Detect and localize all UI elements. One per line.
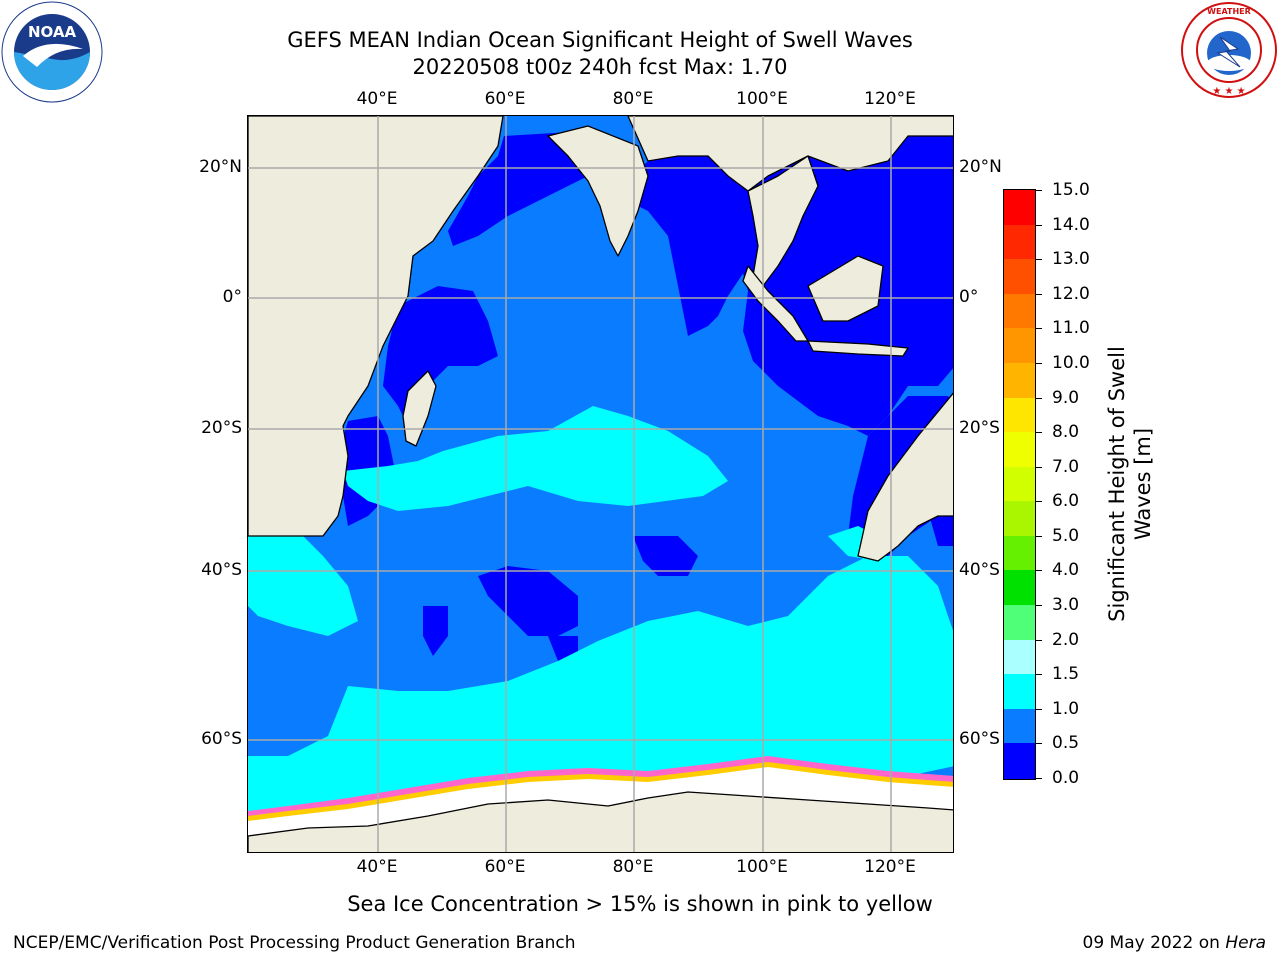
- colorbar-tick: [1036, 466, 1042, 468]
- colorbar-segment: [1004, 708, 1035, 744]
- colorbar-tick: [1036, 328, 1042, 330]
- graticule: [248, 116, 953, 852]
- map-subtitle: 20220508 t00z 240h fcst Max: 1.70: [412, 55, 788, 79]
- colorbar-segment: [1004, 328, 1035, 364]
- colorbar-segment: [1004, 605, 1035, 641]
- lon-tick-label-top: 100°E: [736, 89, 788, 109]
- colorbar-tick: [1036, 639, 1042, 641]
- colorbar-tick-label: 1.0: [1052, 698, 1080, 719]
- colorbar-tick: [1036, 605, 1042, 607]
- colorbar-tick: [1036, 778, 1042, 779]
- colorbar-segment: [1004, 362, 1035, 399]
- lon-tick-label-top: 40°E: [356, 89, 398, 109]
- lat-tick-label-left: 0°: [222, 287, 242, 307]
- lat-tick-label-left: 60°S: [201, 729, 242, 749]
- colorbar-title: Significant Height of Swell Waves [m]: [1105, 346, 1155, 622]
- colorbar-segment: [1004, 397, 1035, 433]
- colorbar-tick: [1036, 397, 1042, 399]
- colorbar-segment: [1004, 466, 1035, 502]
- credit-line: NCEP/EMC/Verification Post Processing Pr…: [13, 933, 576, 953]
- colorbar-tick-label: 14.0: [1052, 214, 1090, 235]
- colorbar-segment: [1004, 432, 1035, 468]
- colorbar-segment: [1004, 259, 1035, 295]
- colorbar-segment: [1004, 535, 1035, 572]
- lon-tick-label-bottom: 120°E: [864, 857, 916, 877]
- colorbar-tick-label: 5.0: [1052, 525, 1080, 546]
- colorbar-tick-label: 9.0: [1052, 387, 1080, 408]
- svg-text:NOAA: NOAA: [28, 23, 77, 41]
- colorbar-tick-label: 10.0: [1052, 352, 1090, 373]
- colorbar-tick: [1036, 432, 1042, 434]
- lon-tick-label-top: 120°E: [864, 89, 916, 109]
- lat-tick-label-right: 0°: [959, 287, 979, 307]
- date-text: 09 May 2022 on: [1082, 933, 1220, 953]
- colorbar-segment: [1004, 293, 1035, 329]
- sea-ice-note: Sea Ice Concentration > 15% is shown in …: [347, 892, 933, 916]
- date-line: 09 May 2022 on Hera: [1083, 932, 1267, 954]
- colorbar-segment: [1004, 224, 1035, 260]
- lat-tick-label-right: 60°S: [959, 729, 1000, 749]
- map-title: GEFS MEAN Indian Ocean Significant Heigh…: [287, 28, 913, 52]
- colorbar-tick: [1036, 535, 1042, 537]
- colorbar-segment: [1004, 501, 1035, 537]
- svg-text:★ ★ ★: ★ ★ ★: [1212, 86, 1245, 97]
- colorbar-tick: [1036, 674, 1042, 676]
- lon-tick-label-top: 60°E: [484, 89, 526, 109]
- machine-name: Hera: [1225, 933, 1266, 953]
- colorbar-tick: [1036, 362, 1042, 364]
- colorbar-tick-label: 1.5: [1052, 664, 1080, 685]
- lat-tick-label-left: 20°N: [199, 157, 242, 177]
- colorbar-tick-label: 13.0: [1052, 249, 1090, 270]
- nws-logo: WEATHER ★ ★ ★: [1180, 1, 1278, 99]
- colorbar-tick: [1036, 570, 1042, 572]
- svg-text:WEATHER: WEATHER: [1207, 7, 1251, 16]
- colorbar-tick: [1036, 190, 1042, 191]
- lon-tick-label-top: 80°E: [612, 89, 654, 109]
- lat-tick-label-right: 20°S: [959, 418, 1000, 438]
- colorbar-tick-label: 11.0: [1052, 318, 1090, 339]
- colorbar-tick-label: 0.5: [1052, 733, 1080, 754]
- colorbar-segment: [1004, 743, 1035, 779]
- colorbar-segment: [1004, 639, 1035, 675]
- colorbar-segment: [1004, 570, 1035, 606]
- colorbar-tick-label: 8.0: [1052, 422, 1080, 443]
- colorbar-tick-label: 4.0: [1052, 560, 1080, 581]
- lon-tick-label-bottom: 60°E: [484, 857, 526, 877]
- colorbar-tick-label: 15.0: [1052, 180, 1090, 200]
- land: [248, 116, 953, 852]
- colorbar: [1003, 189, 1036, 780]
- colorbar-tick-label: 7.0: [1052, 456, 1080, 477]
- colorbar-tick-label: 12.0: [1052, 283, 1090, 304]
- colorbar-tick-label: 0.0: [1052, 768, 1080, 788]
- colorbar-tick: [1036, 743, 1042, 745]
- swell-height-map: [247, 115, 954, 853]
- colorbar-tick-label: 6.0: [1052, 491, 1080, 512]
- colorbar-tick-label: 2.0: [1052, 629, 1080, 650]
- colorbar-segment: [1004, 674, 1035, 710]
- colorbar-tick: [1036, 293, 1042, 295]
- noaa-logo: NOAA: [1, 1, 103, 103]
- lat-tick-label-left: 20°S: [201, 418, 242, 438]
- lon-tick-label-bottom: 40°E: [356, 857, 398, 877]
- lat-tick-label-right: 40°S: [959, 560, 1000, 580]
- colorbar-tick-label: 3.0: [1052, 595, 1080, 616]
- colorbar-segment: [1004, 190, 1035, 226]
- colorbar-tick: [1036, 501, 1042, 503]
- colorbar-tick: [1036, 708, 1042, 710]
- colorbar-tick: [1036, 259, 1042, 261]
- lon-tick-label-bottom: 100°E: [736, 857, 788, 877]
- lat-tick-label-right: 20°N: [959, 157, 1002, 177]
- colorbar-tick: [1036, 224, 1042, 226]
- lon-tick-label-bottom: 80°E: [612, 857, 654, 877]
- lat-tick-label-left: 40°S: [201, 560, 242, 580]
